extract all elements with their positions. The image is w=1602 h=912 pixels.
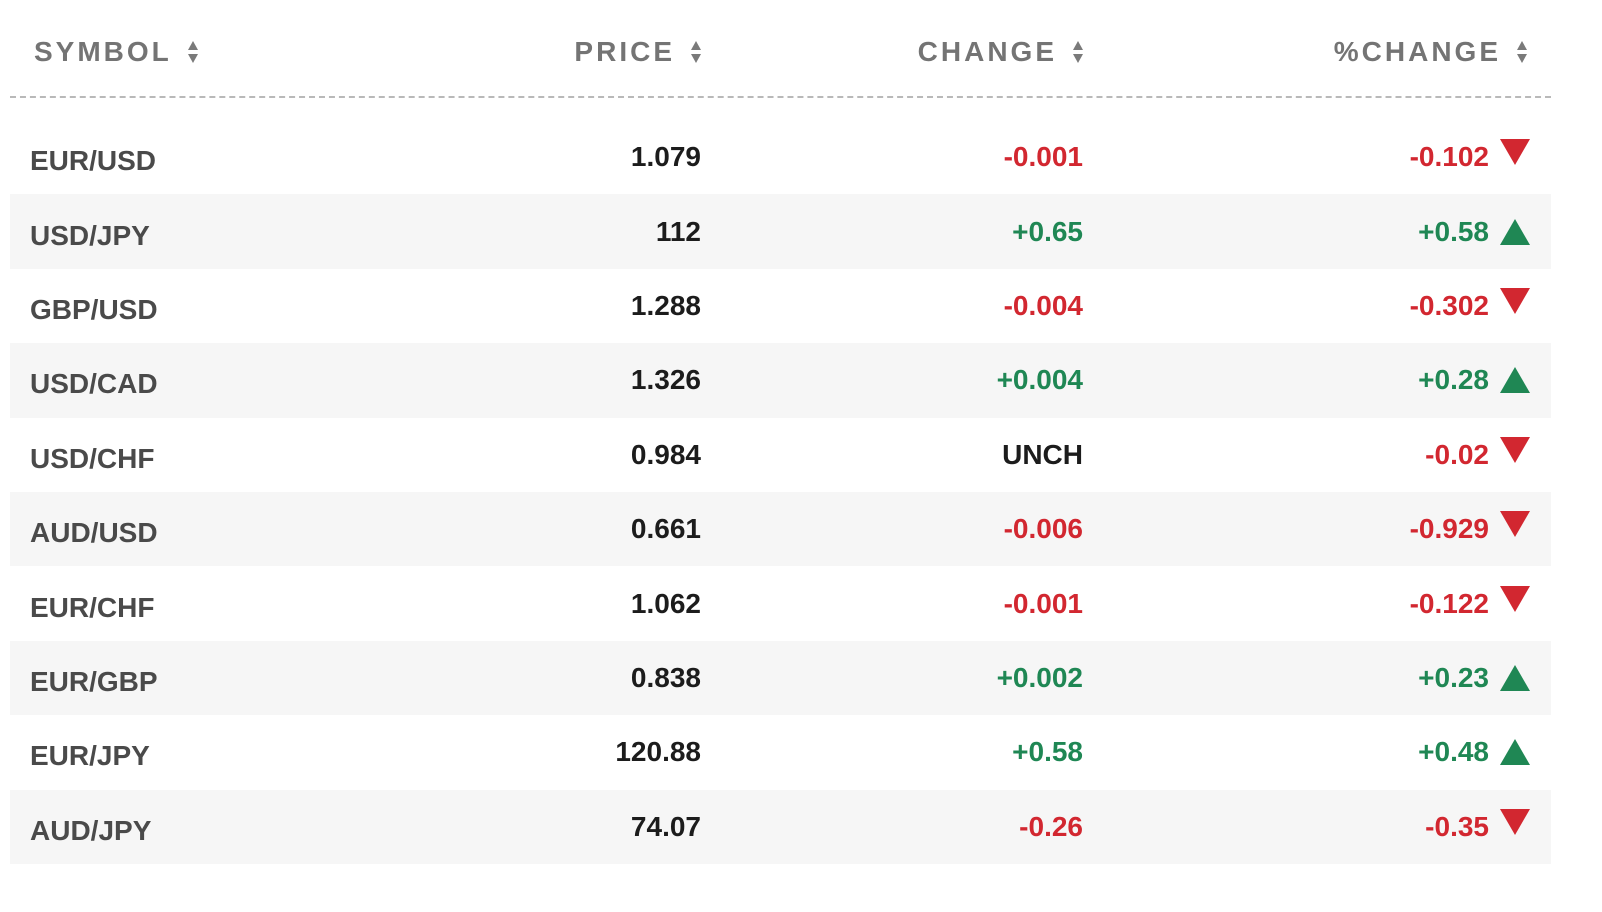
pct-change-cell: -0.102 [1409, 141, 1489, 173]
down-arrow-icon [1499, 418, 1531, 492]
pct-change-cell: -0.122 [1409, 587, 1489, 619]
price-cell: 1.062 [630, 587, 701, 619]
change-cell: -0.006 [1003, 513, 1083, 545]
table-row[interactable]: USD/JPY 112 +0.65 +0.58 [10, 194, 1551, 269]
up-arrow-icon [1499, 715, 1531, 789]
down-arrow-icon [1499, 492, 1531, 566]
change-column-label: CHANGE [917, 36, 1057, 67]
pct-change-column-label: %CHANGE [1333, 36, 1501, 67]
down-arrow-icon [1499, 566, 1531, 640]
symbol-cell[interactable]: EUR/CHF [30, 591, 155, 623]
pct-change-cell: -0.929 [1409, 513, 1489, 545]
symbol-cell[interactable]: EUR/USD [30, 145, 157, 177]
change-cell: -0.004 [1003, 289, 1083, 321]
table-row[interactable]: EUR/JPY 120.88 +0.58 +0.48 [10, 715, 1551, 789]
change-cell: +0.58 [1012, 736, 1083, 768]
table-header: SYMBOL PRICE CHANGE %CHANGE [10, 0, 1551, 98]
table-row[interactable]: AUD/USD 0.661 -0.006 -0.929 [10, 491, 1551, 567]
symbol-cell[interactable]: GBP/USD [30, 293, 158, 325]
symbol-cell[interactable]: EUR/GBP [30, 665, 158, 697]
up-arrow-icon [1499, 641, 1531, 715]
price-cell: 112 [655, 215, 701, 247]
pct-change-cell: -0.02 [1425, 438, 1489, 470]
change-cell: -0.26 [1019, 810, 1083, 842]
table-row[interactable]: EUR/CHF 1.062 -0.001 -0.122 [10, 566, 1551, 640]
pct-change-cell: +0.58 [1418, 215, 1489, 247]
sort-arrows-icon [187, 41, 198, 63]
pct-change-cell: +0.48 [1418, 736, 1489, 768]
table-row[interactable]: USD/CAD 1.326 +0.004 +0.28 [10, 343, 1551, 418]
sort-by-change-header[interactable]: CHANGE [918, 32, 1083, 72]
sort-by-price-header[interactable]: PRICE [574, 32, 701, 72]
price-cell: 1.079 [630, 141, 701, 173]
table-row[interactable]: EUR/USD 1.079 -0.001 -0.102 [10, 120, 1551, 194]
forex-quotes-table: SYMBOL PRICE CHANGE %CHANGE EUR/USD 1.07… [10, 0, 1551, 864]
change-cell: -0.001 [1003, 141, 1083, 173]
pct-change-cell: +0.23 [1418, 661, 1489, 693]
symbol-column-label: SYMBOL [34, 36, 172, 67]
price-cell: 1.288 [630, 289, 701, 321]
price-cell: 120.88 [615, 736, 701, 768]
table-body: EUR/USD 1.079 -0.001 -0.102 USD/JPY 112 … [10, 120, 1551, 864]
price-cell: 0.661 [630, 513, 701, 545]
price-cell: 74.07 [630, 810, 701, 842]
change-cell: -0.001 [1003, 587, 1083, 619]
pct-change-cell: -0.302 [1409, 289, 1489, 321]
symbol-cell[interactable]: AUD/JPY [30, 814, 152, 846]
sort-arrows-icon [691, 41, 701, 63]
table-row[interactable]: EUR/GBP 0.838 +0.002 +0.23 [10, 640, 1551, 716]
table-row[interactable]: AUD/JPY 74.07 -0.26 -0.35 [10, 789, 1551, 864]
price-cell: 0.984 [630, 438, 701, 470]
symbol-cell[interactable]: USD/CAD [30, 368, 158, 400]
symbol-cell[interactable]: USD/CHF [30, 442, 155, 474]
change-cell: +0.004 [996, 364, 1083, 396]
table-row[interactable]: GBP/USD 1.288 -0.004 -0.302 [10, 269, 1551, 343]
sort-arrows-icon [1073, 41, 1083, 63]
sort-arrows-icon [1517, 41, 1527, 63]
change-cell: +0.65 [1012, 215, 1083, 247]
price-cell: 0.838 [630, 661, 701, 693]
symbol-cell[interactable]: AUD/USD [30, 517, 158, 549]
sort-by-symbol-header[interactable]: SYMBOL [34, 32, 198, 72]
symbol-cell[interactable]: USD/JPY [30, 219, 150, 251]
pct-change-cell: +0.28 [1418, 364, 1489, 396]
down-arrow-icon [1499, 120, 1531, 194]
up-arrow-icon [1499, 194, 1531, 268]
symbol-cell[interactable]: EUR/JPY [30, 740, 150, 772]
price-cell: 1.326 [630, 364, 701, 396]
up-arrow-icon [1499, 343, 1531, 417]
down-arrow-icon [1499, 790, 1531, 864]
price-column-label: PRICE [574, 36, 675, 67]
sort-by-pct-change-header[interactable]: %CHANGE [1334, 32, 1527, 72]
table-row[interactable]: USD/CHF 0.984 UNCH -0.02 [10, 418, 1551, 492]
change-cell: +0.002 [996, 661, 1083, 693]
pct-change-cell: -0.35 [1425, 810, 1489, 842]
down-arrow-icon [1499, 269, 1531, 343]
change-cell: UNCH [1002, 438, 1083, 470]
